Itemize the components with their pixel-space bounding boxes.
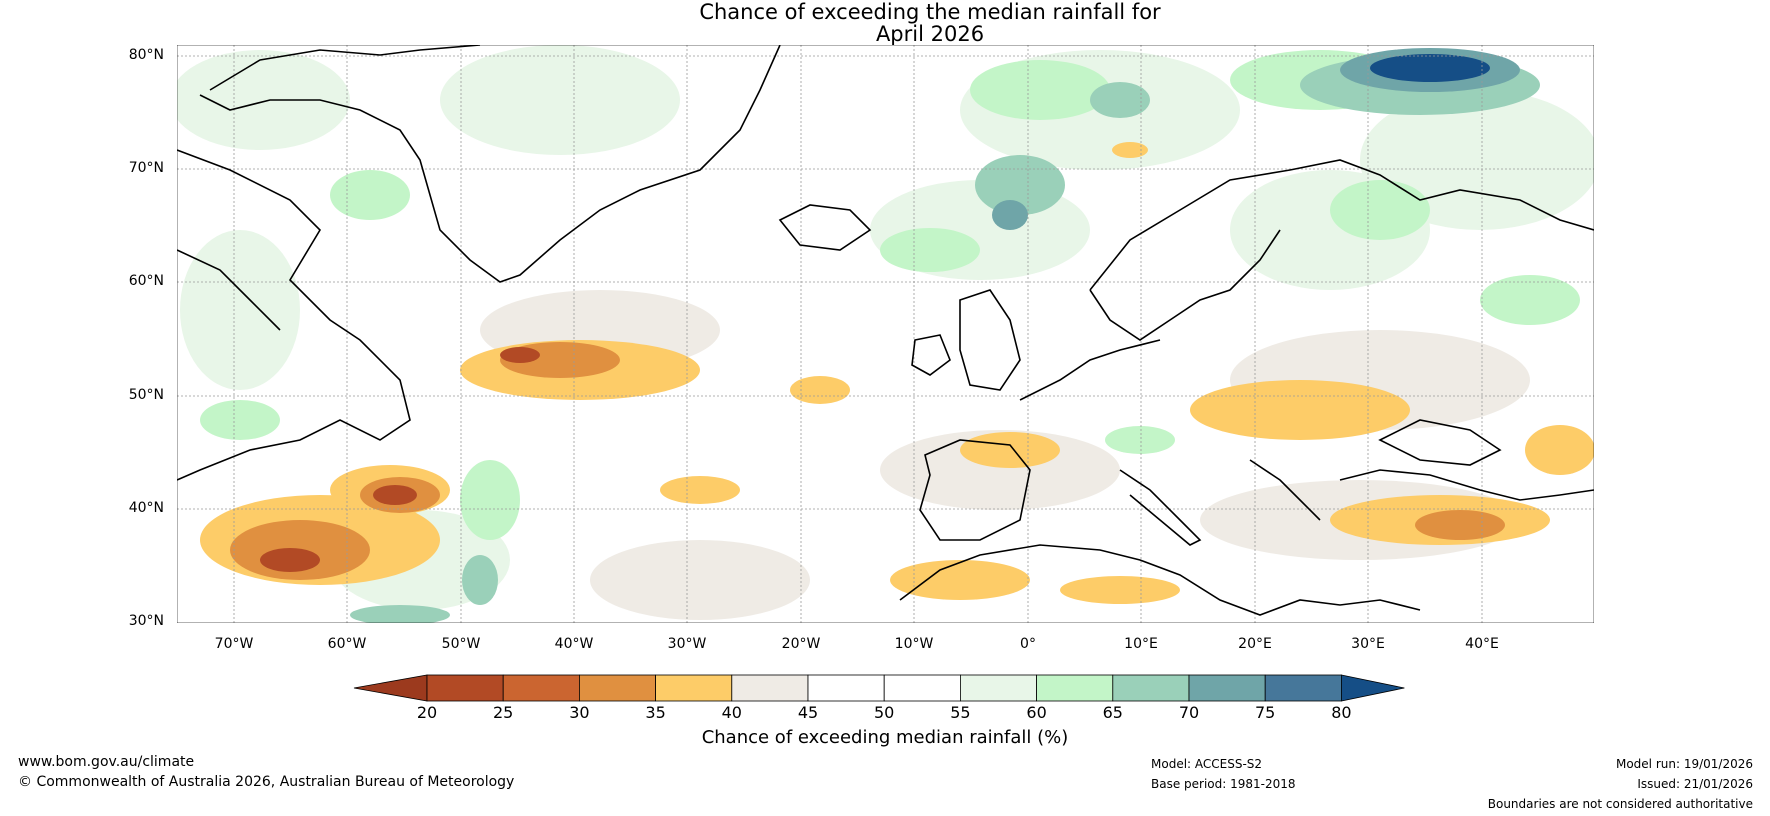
longitude-label: 10°E <box>1124 636 1158 652</box>
footer-model: Model: ACCESS-S2 <box>1151 757 1263 771</box>
longitude-label: 70°W <box>214 636 254 652</box>
footer-issued: Issued: 21/01/2026 <box>1637 777 1753 791</box>
colorbar-tick-label: 55 <box>950 703 971 722</box>
map-title-line1: Chance of exceeding the median rainfall … <box>699 0 1161 24</box>
probability-20-30-areas <box>260 347 540 572</box>
longitude-label: 50°W <box>441 636 481 652</box>
colorbar-segment <box>1112 674 1190 702</box>
probability-above-80-areas <box>1370 54 1490 82</box>
map-panel <box>177 45 1594 623</box>
latitude-label: 60°N <box>128 273 164 289</box>
colorbar-under-arrow <box>353 674 428 702</box>
colorbar-tick-label: 75 <box>1255 703 1276 722</box>
latitude-label: 50°N <box>128 387 164 403</box>
footer-url: www.bom.gov.au/climate <box>18 754 195 770</box>
footer-model-run: Model run: 19/01/2026 <box>1615 757 1753 771</box>
colorbar-tick-label: 50 <box>874 703 895 722</box>
longitude-label: 20°W <box>781 636 821 652</box>
colorbar-segment <box>731 674 809 702</box>
colorbar-segment <box>960 674 1038 702</box>
colorbar-segment <box>655 674 733 702</box>
colorbar-tick-label: 65 <box>1102 703 1123 722</box>
footer-base-period: Base period: 1981-2018 <box>1151 777 1296 791</box>
latitude-label: 80°N <box>128 47 164 63</box>
footer-copyright: © Commonwealth of Australia 2026, Austra… <box>18 774 515 790</box>
longitude-label: 40°E <box>1465 636 1499 652</box>
colorbar-segment <box>426 674 504 702</box>
latitude-label: 30°N <box>128 613 164 629</box>
colorbar-tick-label: 35 <box>645 703 666 722</box>
colorbar-segment <box>1264 674 1342 702</box>
colorbar-over-arrow <box>1341 674 1405 702</box>
longitude-label: 20°E <box>1238 636 1272 652</box>
longitude-label: 10°W <box>894 636 934 652</box>
longitude-label: 30°E <box>1351 636 1385 652</box>
map-grid <box>177 45 1594 623</box>
latitude-label: 70°N <box>128 160 164 176</box>
colorbar <box>353 674 1405 702</box>
colorbar-segment <box>1036 674 1114 702</box>
colorbar-segment <box>883 674 961 702</box>
latitude-label: 40°N <box>128 500 164 516</box>
colorbar-tick-label: 70 <box>1178 703 1200 722</box>
colorbar-tick-label: 25 <box>493 703 514 722</box>
longitude-label: 0° <box>1020 636 1036 652</box>
colorbar-segment <box>579 674 657 702</box>
longitude-label: 40°W <box>554 636 594 652</box>
colorbar-segment <box>502 674 580 702</box>
colorbar-tick-label: 60 <box>1026 703 1047 722</box>
colorbar-tick-label: 40 <box>721 703 742 722</box>
map-title-line2: April 2026 <box>875 22 985 46</box>
longitude-label: 30°W <box>667 636 707 652</box>
colorbar-tick-label: 80 <box>1331 703 1352 722</box>
footer-disclaimer: Boundaries are not considered authoritat… <box>1487 797 1753 811</box>
colorbar-segment <box>807 674 885 702</box>
colorbar-tick-label: 45 <box>797 703 819 722</box>
coastlines <box>177 45 1594 616</box>
longitude-label: 60°W <box>327 636 367 652</box>
colorbar-tick-label: 30 <box>569 703 590 722</box>
colorbar-segment <box>1188 674 1266 702</box>
colorbar-tick-label: 20 <box>416 703 438 722</box>
colorbar-title: Chance of exceeding median rainfall (%) <box>701 727 1069 748</box>
